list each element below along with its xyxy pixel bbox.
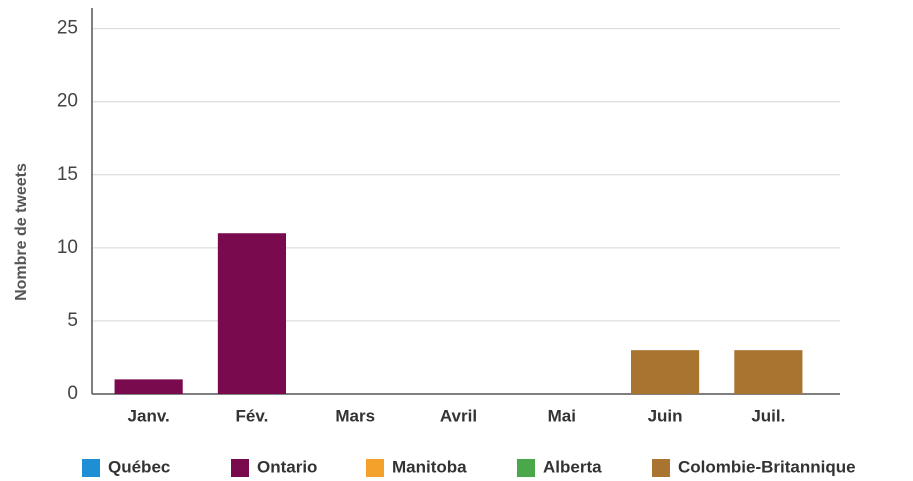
- y-axis-label: Nombre de tweets: [13, 163, 30, 301]
- legend-label: Alberta: [543, 457, 602, 476]
- y-tick-label: 15: [57, 164, 78, 185]
- y-tick-label: 25: [57, 18, 78, 39]
- bar: [114, 379, 183, 394]
- legend-label: Québec: [108, 457, 170, 476]
- bar: [630, 350, 700, 394]
- x-tick-label: Fév.: [236, 406, 269, 425]
- legend-swatch: [517, 459, 535, 477]
- legend-label: Colombie-Britannique: [678, 457, 856, 476]
- legend-label: Ontario: [257, 457, 317, 476]
- legend-swatch: [366, 459, 384, 477]
- bar: [734, 350, 803, 394]
- x-tick-label: Avril: [440, 406, 477, 425]
- y-tick-label: 20: [57, 91, 78, 112]
- legend-swatch: [82, 459, 100, 477]
- legend-swatch: [652, 459, 670, 477]
- legend-label: Manitoba: [392, 457, 467, 476]
- x-tick-label: Mars: [335, 406, 375, 425]
- y-tick-label: 5: [67, 310, 78, 331]
- y-tick-label: 10: [57, 237, 78, 258]
- bar: [217, 233, 287, 394]
- x-tick-label: Juil.: [751, 406, 785, 425]
- legend-swatch: [231, 459, 249, 477]
- x-tick-label: Juin: [648, 406, 683, 425]
- x-tick-label: Janv.: [128, 406, 170, 425]
- y-tick-label: 0: [67, 383, 78, 404]
- x-tick-label: Mai: [548, 406, 576, 425]
